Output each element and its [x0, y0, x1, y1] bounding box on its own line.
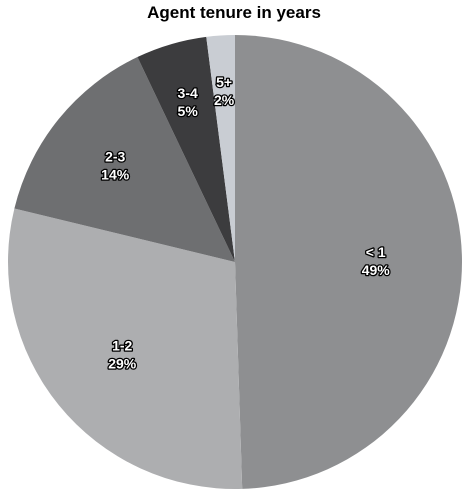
slice-percent-label: 49% — [362, 262, 391, 278]
slice-category-label: 2-3 — [105, 149, 125, 165]
pie-slice — [14, 57, 236, 262]
slices-layer — [7, 35, 462, 489]
slice-percent-label: 5% — [178, 103, 199, 119]
slice-category-label: < 1 — [366, 244, 386, 260]
slice-percent-label: 14% — [101, 167, 130, 183]
slice-percent-label: 2% — [214, 92, 235, 108]
slice-category-label: 1-2 — [112, 338, 132, 354]
pie-slice — [235, 35, 462, 489]
pie-slice — [137, 36, 235, 262]
labels-layer: < 1 49% 1-2 29% 2-3 14% 3-4 5% 5+ 2% — [100, 73, 392, 373]
slice-percent-label: 29% — [108, 356, 137, 372]
slice-category-label: 5+ — [216, 74, 232, 90]
slice-category-label: 3-4 — [178, 85, 198, 101]
chart-title: Agent tenure in years — [147, 3, 321, 22]
pie-slice — [206, 35, 235, 262]
pie-slice — [7, 208, 243, 489]
